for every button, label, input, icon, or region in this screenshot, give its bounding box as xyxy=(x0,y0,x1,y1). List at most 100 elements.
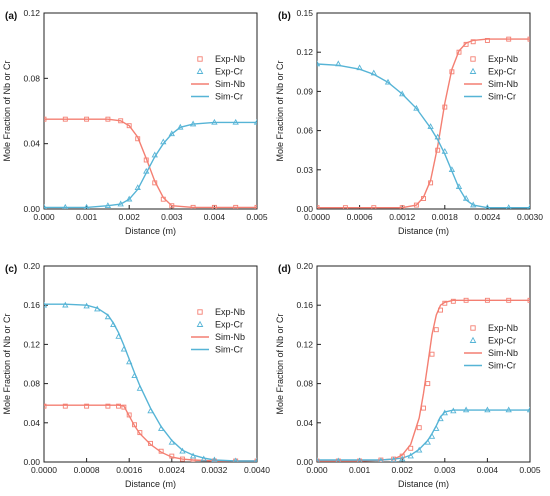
data-point-exp-nb xyxy=(442,104,448,110)
data-point-exp-cr xyxy=(450,407,457,414)
chart-panel-1: 0.000 0.001 0.002 0.003 0.004 0.005 0.00 0.04 0.… xyxy=(2,8,268,236)
data-point-exp-nb xyxy=(527,36,530,42)
chart-panel-3: 0.0000 0.0008 0.0016 0.0024 0.0032 0.0040 0.00… xyxy=(2,261,270,489)
x-axis-title: Distance (m) xyxy=(125,226,176,236)
chart-panel-4: 0.000 0.001 0.002 0.003 0.004 0.005 0.00 0.04 0.… xyxy=(275,261,541,489)
plot-area xyxy=(44,116,257,209)
data-point-exp-cr xyxy=(434,133,441,140)
data-point-exp-cr xyxy=(527,204,530,209)
y-tick-label: 0.08 xyxy=(296,379,313,389)
series-line-sim-nb xyxy=(44,404,257,462)
data-point-exp-cr xyxy=(151,151,158,158)
plot-frame xyxy=(316,12,531,210)
data-point-exp-nb xyxy=(399,453,405,459)
data-point-exp-cr xyxy=(254,457,257,462)
data-point-exp-cr xyxy=(484,204,491,209)
x-tick-label: 0.0000 xyxy=(31,465,57,475)
data-point-exp-cr xyxy=(126,195,133,202)
data-point-exp-nb xyxy=(428,180,434,186)
y-tick-label: 0.00 xyxy=(23,204,40,214)
data-point-exp-nb xyxy=(121,404,127,410)
y-tick-label: 0.03 xyxy=(296,165,313,175)
data-point-exp-nb xyxy=(463,297,469,303)
data-point-exp-cr xyxy=(437,415,444,422)
legend-marker-square xyxy=(197,309,203,315)
legend: Exp-Nb Exp-Cr Sim-Nb Sim-Cr xyxy=(464,323,518,371)
data-point-exp-cr xyxy=(384,78,392,85)
x-tick-label: 0.0030 xyxy=(517,212,543,222)
x-tick-label: 0.004 xyxy=(204,212,226,222)
x-tick-label: 0.001 xyxy=(76,212,98,222)
y-tick-label: 0.00 xyxy=(296,204,313,214)
data-point-exp-nb xyxy=(317,205,320,209)
data-point-exp-cr xyxy=(416,446,423,453)
legend-marker-triangle xyxy=(469,336,477,343)
data-point-exp-nb xyxy=(435,147,441,153)
x-tick-label: 0.0024 xyxy=(474,212,500,222)
y-tick-label: 0.08 xyxy=(23,73,40,83)
x-tick-label: 0.0024 xyxy=(159,465,185,475)
legend-label-sim-nb: Sim-Nb xyxy=(488,348,518,358)
data-point-exp-cr xyxy=(177,123,184,130)
data-point-exp-nb xyxy=(254,204,257,209)
data-point-exp-nb xyxy=(169,203,175,209)
data-point-exp-nb xyxy=(62,116,68,122)
legend-label-exp-nb: Exp-Nb xyxy=(488,54,518,64)
data-point-exp-cr xyxy=(117,200,124,207)
data-point-exp-cr xyxy=(399,455,406,462)
data-point-exp-cr xyxy=(428,432,436,439)
y-tick-label: 0.09 xyxy=(296,86,313,96)
data-point-exp-cr xyxy=(120,345,128,352)
data-point-exp-cr xyxy=(143,167,150,174)
panel-label: (c) xyxy=(5,264,17,275)
data-point-exp-nb xyxy=(44,403,47,409)
series-line-sim-cr xyxy=(44,121,257,209)
data-point-exp-cr xyxy=(317,457,320,462)
data-point-exp-cr xyxy=(179,447,186,454)
data-point-exp-nb xyxy=(449,69,455,75)
panel-label: (a) xyxy=(5,11,17,22)
data-point-exp-cr xyxy=(157,425,165,431)
data-point-exp-cr xyxy=(44,203,47,209)
data-point-exp-cr xyxy=(506,204,512,209)
plot-area xyxy=(44,301,257,462)
data-point-exp-cr xyxy=(357,457,363,462)
plot-area xyxy=(317,36,530,209)
legend-marker-square xyxy=(197,56,203,62)
x-axis-title: Distance (m) xyxy=(125,479,176,489)
x-tick-label: 0.001 xyxy=(349,465,371,475)
chart-panel-2: 0.0000 0.0006 0.0012 0.0018 0.0024 0.0030 0.00… xyxy=(275,8,543,236)
data-point-exp-nb xyxy=(137,430,143,436)
data-point-exp-nb xyxy=(44,116,47,122)
series-line-sim-nb xyxy=(317,38,530,209)
data-point-exp-cr xyxy=(399,90,406,97)
data-point-exp-nb xyxy=(148,440,153,446)
data-point-exp-cr xyxy=(317,60,321,67)
legend: Exp-Nb Exp-Cr Sim-Nb Sim-Cr xyxy=(464,54,518,102)
legend-label-exp-nb: Exp-Nb xyxy=(215,54,245,64)
data-point-exp-nb xyxy=(342,205,348,209)
data-point-exp-nb xyxy=(433,327,439,333)
plot-frame xyxy=(316,265,531,463)
data-point-exp-nb xyxy=(470,39,476,45)
data-point-exp-cr xyxy=(168,130,175,137)
data-point-exp-cr xyxy=(335,457,341,462)
legend-label-sim-nb: Sim-Nb xyxy=(215,79,245,89)
data-point-exp-cr xyxy=(62,301,69,308)
x-tick-label: 0.002 xyxy=(119,212,141,222)
data-point-exp-cr xyxy=(104,313,112,320)
data-point-exp-cr xyxy=(356,64,363,71)
y-tick-label: 0.00 xyxy=(23,457,40,467)
data-point-exp-nb xyxy=(126,412,132,418)
legend-label-sim-cr: Sim-Cr xyxy=(488,361,516,371)
x-tick-label: 0.005 xyxy=(246,212,268,222)
data-point-exp-cr xyxy=(126,358,133,365)
y-tick-label: 0.12 xyxy=(23,8,40,18)
data-point-exp-cr xyxy=(441,147,448,154)
legend-label-sim-nb: Sim-Nb xyxy=(488,79,518,89)
x-tick-label: 0.0008 xyxy=(74,465,100,475)
data-point-exp-cr xyxy=(526,406,530,413)
y-tick-label: 0.04 xyxy=(23,139,40,149)
data-point-exp-cr xyxy=(335,60,342,67)
